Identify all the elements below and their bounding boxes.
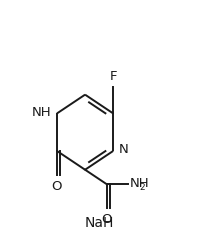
Text: NH: NH [129, 177, 149, 190]
Text: NaH: NaH [85, 216, 114, 230]
Text: F: F [109, 70, 117, 83]
Text: 2: 2 [139, 183, 145, 192]
Text: O: O [102, 213, 112, 226]
Text: N: N [118, 143, 128, 156]
Text: NH: NH [32, 106, 52, 119]
Text: O: O [52, 180, 62, 193]
